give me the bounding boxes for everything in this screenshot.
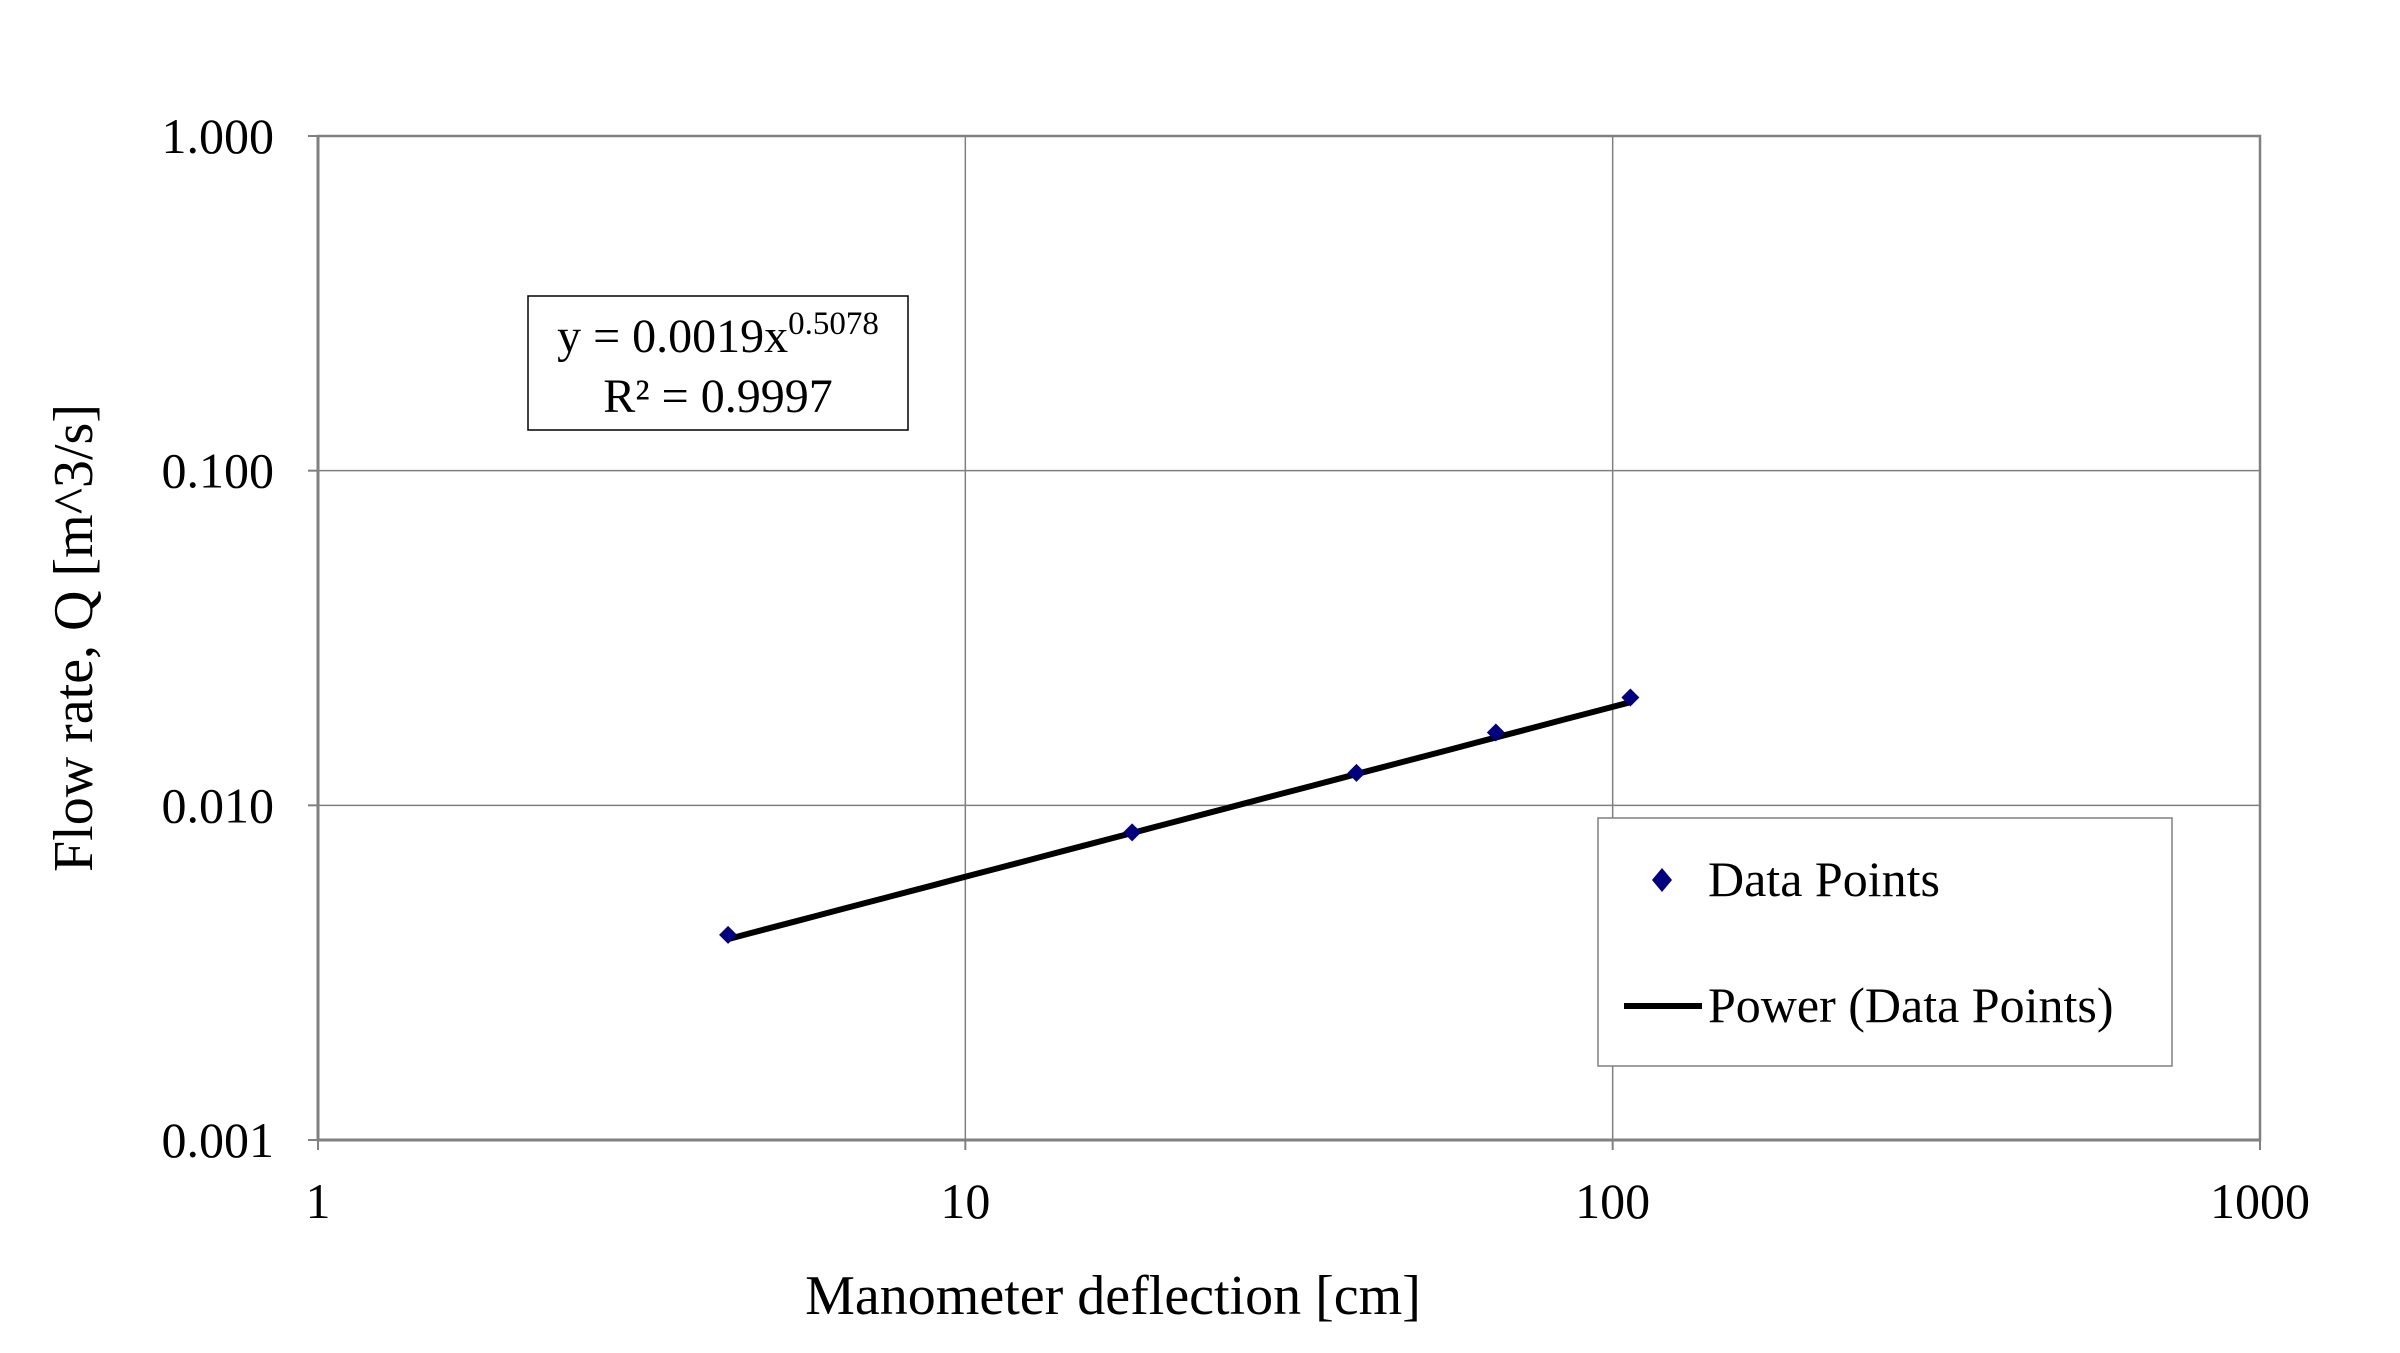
- legend-marker-data-points: [1652, 868, 1672, 892]
- y-tick-label: 1.000: [162, 108, 275, 164]
- x-tick-label: 1: [306, 1173, 331, 1229]
- equation-line: y = 0.0019x0.5078: [557, 306, 879, 363]
- data-point: [1486, 723, 1505, 742]
- legend-box: [1597, 817, 2173, 1067]
- legend: Data Points Power (Data Points): [1597, 817, 2173, 1067]
- r-squared-line: R² = 0.9997: [603, 370, 832, 423]
- equation-box-border: [527, 295, 909, 431]
- trendline-power: [725, 699, 1634, 943]
- x-tick-label: 1000: [2210, 1173, 2310, 1229]
- x-tick-label: 100: [1575, 1173, 1650, 1229]
- data-point: [719, 925, 738, 944]
- series-layer: [719, 688, 1640, 944]
- y-axis-title: Flow rate, Q [m^3/s]: [43, 404, 105, 872]
- legend-label-power: Power (Data Points): [1708, 977, 2114, 1033]
- data-point: [1123, 823, 1142, 842]
- y-tick-label: 0.010: [162, 777, 275, 833]
- x-tick-label: 10: [940, 1173, 990, 1229]
- legend-label-data-points: Data Points: [1708, 851, 1940, 907]
- axis-ticks: 1 10 100 1000 0.001 0.010 0.100 1.000: [162, 108, 2311, 1229]
- y-tick-label: 0.100: [162, 443, 275, 499]
- data-point: [1347, 763, 1366, 782]
- equation-exponent: 0.5078: [788, 306, 879, 342]
- equation-box: y = 0.0019x0.5078 R² = 0.9997: [527, 295, 909, 431]
- y-tick-label: 0.001: [162, 1112, 275, 1168]
- x-axis-title: Manometer deflection [cm]: [805, 1265, 1421, 1327]
- equation-base: y = 0.0019x: [557, 310, 788, 363]
- data-point: [1621, 688, 1640, 707]
